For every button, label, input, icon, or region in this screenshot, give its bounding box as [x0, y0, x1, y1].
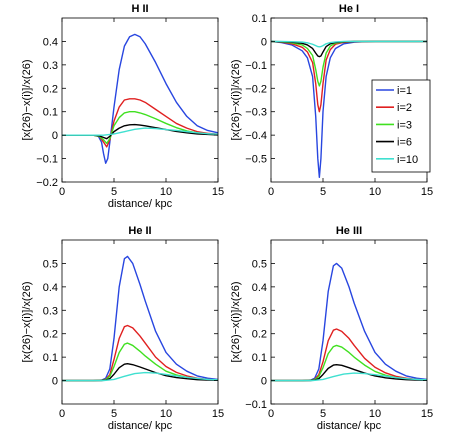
series-line-i10 — [271, 40, 427, 48]
y-tick-label: 0.1 — [252, 13, 267, 25]
chart-panel-1: 0 5 10 15 −0.2 −0.1 0 0.1 0.2 0.3 0.4 H II distance/… — [21, 3, 224, 210]
panel-title: He III — [336, 225, 362, 237]
x-tick-label: 5 — [320, 186, 326, 198]
y-tick-label: 0.2 — [43, 83, 58, 95]
legend-label: i=2 — [397, 102, 412, 114]
legend: i=1 i=2 i=3 i=6 i=10 — [371, 79, 431, 173]
chart-panel-2: 0 5 10 15 −0.5 −0.4 −0.3 −0.2 −0.1 0 0.1 He I [x(26)… — [230, 3, 433, 198]
series-line-i2 — [62, 98, 219, 148]
series-line-i3 — [62, 111, 219, 145]
legend-label: i=1 — [397, 85, 412, 97]
y-tick-label: 0.1 — [43, 352, 58, 364]
y-tick-label: 0.1 — [43, 107, 58, 119]
x-axis-title: distance/ kpc — [108, 198, 173, 210]
x-tick-label: 15 — [212, 408, 224, 420]
y-tick-label: −0.2 — [245, 83, 267, 95]
x-tick-label: 15 — [421, 186, 433, 198]
y-axis-title: [x(26)−x(i)]/x(26) — [21, 282, 33, 363]
series-line-i6 — [62, 123, 219, 140]
series-line-i10 — [62, 127, 219, 136]
x-tick-label: 15 — [421, 408, 433, 420]
legend-label: i=3 — [397, 119, 412, 131]
series-line-i1 — [62, 33, 219, 164]
panel-title: He II — [128, 225, 151, 237]
series-line-i10 — [271, 372, 428, 382]
legend-box — [371, 79, 431, 173]
series-line-i10 — [62, 371, 219, 382]
y-tick-label: 0.3 — [252, 305, 267, 317]
x-tick-label: 0 — [59, 408, 65, 420]
x-axis-title: distance/ kpc — [108, 420, 173, 432]
x-tick-label: 5 — [111, 408, 117, 420]
y-axis-title: [x(26)−x(i)]/x(26) — [230, 60, 242, 141]
x-axis-title: distance/ kpc — [317, 420, 382, 432]
y-tick-label: 0.5 — [43, 258, 58, 270]
legend-label: i=10 — [397, 154, 418, 166]
x-tick-label: 0 — [268, 408, 274, 420]
series-line-i1 — [271, 262, 428, 382]
y-tick-label: 0 — [52, 130, 58, 142]
plot-frame — [61, 239, 219, 405]
x-tick-label: 10 — [160, 408, 172, 420]
y-tick-label: 0.4 — [43, 282, 58, 294]
y-tick-label: −0.1 — [245, 399, 267, 411]
y-tick-label: −0.3 — [245, 107, 267, 119]
y-tick-label: 0.3 — [43, 60, 58, 72]
y-tick-label: −0.5 — [245, 154, 267, 166]
x-tick-label: 5 — [320, 408, 326, 420]
panel-title: H II — [131, 3, 148, 15]
y-tick-label: −0.2 — [36, 177, 58, 189]
plot-frame — [61, 17, 219, 183]
y-tick-label: 0.3 — [43, 305, 58, 317]
y-axis-title: [x(26)−x(i)]/x(26) — [230, 282, 242, 363]
x-tick-label: 15 — [212, 186, 224, 198]
chart-panel-3: 0 5 10 15 0 0.1 0.2 0.3 0.4 0.5 He II distance/ kpc… — [21, 225, 224, 432]
y-tick-label: 0.2 — [43, 329, 58, 341]
x-tick-label: 10 — [369, 186, 381, 198]
x-tick-label: 10 — [369, 408, 381, 420]
y-tick-label: −0.4 — [245, 130, 267, 142]
y-axis-title: [x(26)−x(i)]/x(26) — [21, 60, 33, 141]
y-tick-label: −0.1 — [36, 154, 58, 166]
chart-panel-4: 0 5 10 15−0.100.10.20.30.40.5He IIIdistance… — [230, 225, 433, 432]
y-tick-label: 0 — [261, 36, 267, 48]
y-tick-label: 0.1 — [252, 352, 267, 364]
series-line-i2 — [62, 324, 219, 382]
x-tick-label: 0 — [59, 186, 65, 198]
plot-frame — [270, 239, 428, 405]
y-tick-label: 0 — [52, 376, 58, 388]
series-line-i3 — [270, 40, 427, 87]
y-tick-label: −0.1 — [245, 60, 267, 72]
x-tick-label: 5 — [111, 186, 117, 198]
y-tick-label: 0 — [261, 376, 267, 388]
y-tick-label: 0.4 — [252, 282, 267, 294]
y-tick-label: 0.2 — [252, 329, 267, 341]
x-tick-label: 10 — [160, 186, 172, 198]
y-tick-label: 0.4 — [43, 36, 58, 48]
y-tick-label: 0.5 — [252, 258, 267, 270]
legend-label: i=6 — [397, 137, 412, 149]
x-tick-label: 0 — [268, 186, 274, 198]
series-line-i1 — [62, 255, 219, 382]
panel-title: He I — [339, 3, 359, 15]
